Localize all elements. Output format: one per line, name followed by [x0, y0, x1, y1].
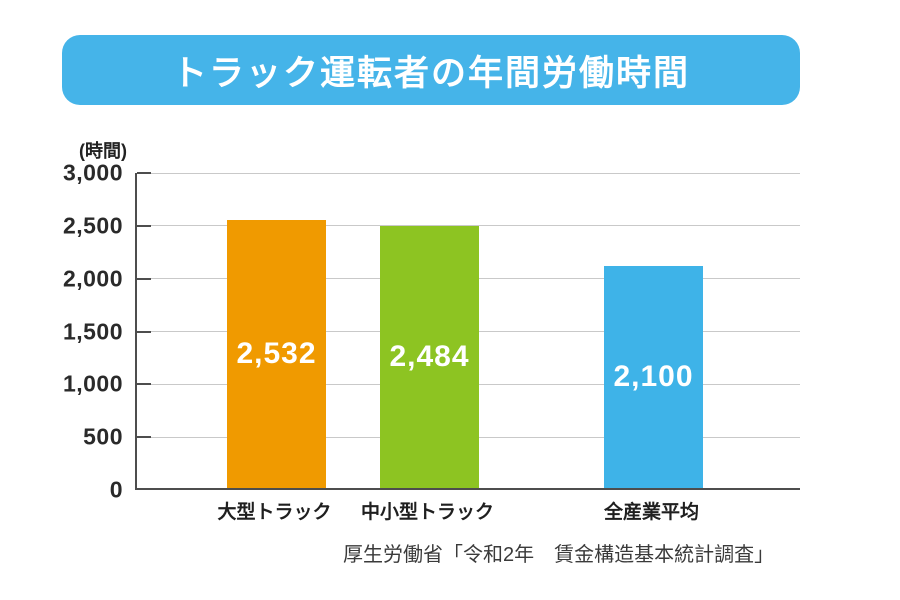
y-axis-tick-mark	[137, 330, 151, 333]
source-note: 厚生労働省「令和2年 賃金構造基本統計調査」	[343, 544, 775, 566]
title-banner: トラック運転者の年間労働時間	[62, 35, 800, 105]
y-axis-tick-label: 1,000	[62, 370, 123, 397]
y-axis-tick-mark	[137, 172, 151, 174]
gridline	[137, 172, 800, 174]
bar-value-label: 2,532	[236, 337, 317, 371]
bar-value-label: 2,100	[613, 360, 694, 394]
y-axis-tick-mark	[137, 383, 151, 386]
y-axis-tick-label: 1,500	[62, 318, 123, 344]
y-axis-tick-label: 2,500	[62, 212, 123, 239]
bar-3: 2,100	[604, 266, 703, 488]
x-axis-label-3: 全産業平均	[603, 502, 700, 523]
y-axis-tick-mark	[137, 224, 151, 227]
bar-value-label: 2,484	[389, 339, 470, 373]
y-axis-tick-mark	[137, 277, 151, 280]
y-axis-tick-label: 3,000	[62, 159, 123, 186]
x-axis-label-1: 大型トラック	[217, 502, 332, 523]
y-axis-unit-label: (時間)	[79, 141, 127, 161]
y-axis-tick-label: 500	[83, 423, 123, 450]
bar-2: 2,484	[380, 225, 479, 488]
y-axis-tick-label: 0	[109, 476, 123, 503]
y-axis-tick-label: 2,000	[62, 265, 123, 292]
bar-1: 2,532	[227, 220, 326, 488]
y-axis-tick-labels: 0 500 1,000 1,500 2,000 2,500 3,000	[0, 160, 123, 503]
x-axis-label-2: 中小型トラック	[360, 502, 495, 523]
y-axis-tick-mark	[137, 436, 151, 439]
bar-chart-plot-area: 2,532 2,484 2,100	[135, 172, 800, 490]
page-title: トラック運転者の年間労働時間	[171, 53, 690, 93]
